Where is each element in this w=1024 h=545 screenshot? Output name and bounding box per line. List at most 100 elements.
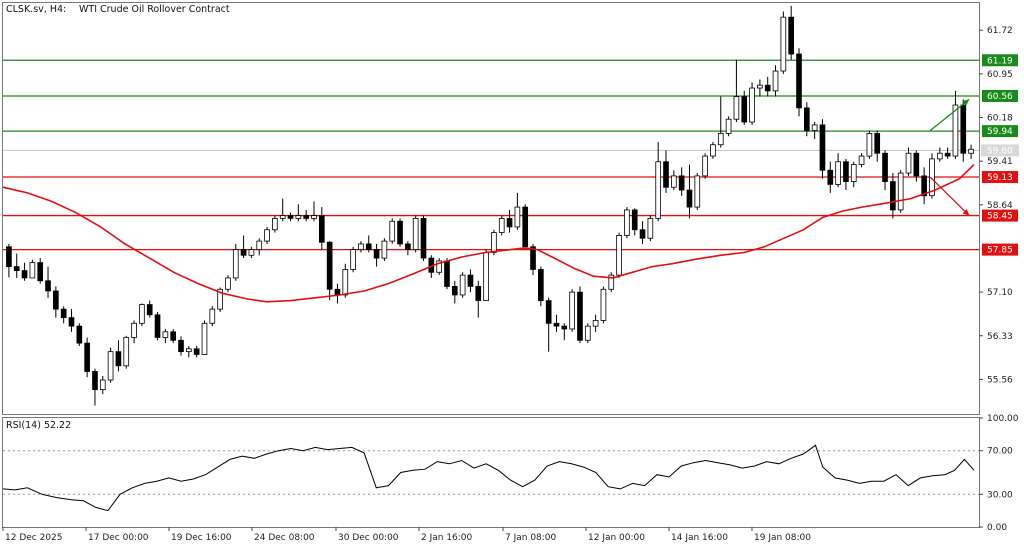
bull-candle-body <box>514 206 521 228</box>
candle <box>514 192 521 230</box>
bull-candle-body <box>835 161 841 185</box>
rsi-tick-label: 100.00 <box>987 414 1019 424</box>
candle <box>796 48 802 117</box>
bull-candle-body <box>858 155 865 165</box>
time-tick-label: 12 Jan 00:00 <box>588 533 645 543</box>
candle <box>21 262 28 281</box>
candle <box>639 221 646 244</box>
bear-candle-body <box>577 291 583 341</box>
bull-candle-body <box>29 262 36 279</box>
candle <box>178 336 184 356</box>
rsi-tick-label: 0.00 <box>987 523 1007 533</box>
rsi-label: RSI(14) 52.22 <box>6 420 71 431</box>
candle <box>295 204 302 222</box>
candle <box>686 164 693 219</box>
bear-candle-body <box>326 241 333 290</box>
rsi-tick-label: 70.00 <box>987 447 1013 457</box>
bull-candle-body <box>592 320 599 327</box>
candle <box>882 150 888 191</box>
bull-candle-body <box>389 220 396 242</box>
candle <box>764 76 771 97</box>
price-tick-label: 56.33 <box>987 332 1013 342</box>
bear-candle-body <box>678 175 685 191</box>
bear-candle-body <box>921 175 927 197</box>
candle <box>780 11 787 74</box>
bear-candle-body <box>92 371 98 391</box>
bear-candle-body <box>193 348 200 355</box>
bull-candle-body <box>279 215 286 219</box>
candle <box>843 158 849 191</box>
bull-candle-body <box>459 274 466 296</box>
bull-candle-body <box>702 155 708 177</box>
support-level-label: 57.85 <box>987 246 1013 256</box>
candle <box>788 5 794 60</box>
candle <box>569 289 575 332</box>
bear-candle-body <box>764 84 771 92</box>
time-tick-label: 19 Dec 16:00 <box>171 533 232 543</box>
candle <box>123 335 130 369</box>
bull-candle-body <box>624 209 630 236</box>
candle <box>279 198 286 222</box>
price-tick-label: 60.95 <box>987 70 1013 80</box>
bull-candle-body <box>749 87 755 123</box>
time-tick-label: 19 Jan 08:00 <box>754 533 811 543</box>
candle <box>264 226 270 244</box>
bear-candle-body <box>334 288 341 296</box>
bull-candle-body <box>929 158 935 197</box>
bear-candle-body <box>451 286 458 296</box>
time-tick-label: 24 Dec 08:00 <box>254 533 315 543</box>
rsi-line <box>2 444 975 512</box>
candle <box>99 376 106 395</box>
candle <box>616 232 622 278</box>
bear-candle-body <box>318 215 325 243</box>
candle <box>835 153 841 188</box>
support-level-tag <box>982 171 1018 184</box>
candle <box>968 144 974 159</box>
current-price-tag <box>981 144 1019 157</box>
bear-candle-body <box>6 246 12 268</box>
time-tick-label: 12 Dec 2025 <box>5 533 63 543</box>
candle <box>146 300 153 318</box>
bear-candle-body <box>146 304 153 316</box>
candle <box>944 147 951 159</box>
bull-candle-body <box>491 232 497 253</box>
support-level-tag <box>982 243 1018 256</box>
candle <box>256 238 263 256</box>
candle <box>68 309 75 332</box>
rsi-series <box>2 444 975 512</box>
bear-candle-body <box>561 325 568 330</box>
main-plot-frame <box>2 2 980 415</box>
candle <box>819 119 826 179</box>
bull-candle-body <box>671 175 677 188</box>
bear-candle-body <box>170 331 177 341</box>
candle <box>905 147 912 176</box>
current-price-label: 59.60 <box>987 146 1013 156</box>
bull-candle-body <box>866 132 873 157</box>
up-arrow-line <box>929 98 970 132</box>
candle <box>522 204 529 250</box>
bear-candle-body <box>553 322 560 327</box>
price-tick-label: 61.72 <box>987 26 1013 36</box>
bear-candle-body <box>13 266 20 271</box>
candle <box>6 243 12 278</box>
bull-candle-body <box>850 164 857 182</box>
level-lines: 59.60 61.19 60.56 59.94 59.13 58.45 57.85 <box>3 54 1019 256</box>
moving-average <box>2 164 975 303</box>
candle <box>600 286 607 324</box>
candle <box>725 116 732 137</box>
bull-candle-body <box>311 215 317 219</box>
rsi-plot-frame <box>2 417 980 528</box>
candle <box>921 167 927 205</box>
bear-candle-body <box>874 132 881 154</box>
down-arrow-head <box>962 208 970 216</box>
bull-candle-body <box>123 337 130 367</box>
candle <box>350 246 356 273</box>
bull-candle-body <box>772 70 779 92</box>
candle <box>29 259 36 279</box>
chart-title: WTI Crude Oil Rollover Contract <box>79 4 230 15</box>
support-level-label: 58.45 <box>987 212 1013 222</box>
price-tick-label: 57.10 <box>987 288 1013 298</box>
candle <box>397 218 403 247</box>
chart-symbol: CLSK.sv, H4: <box>6 4 66 15</box>
